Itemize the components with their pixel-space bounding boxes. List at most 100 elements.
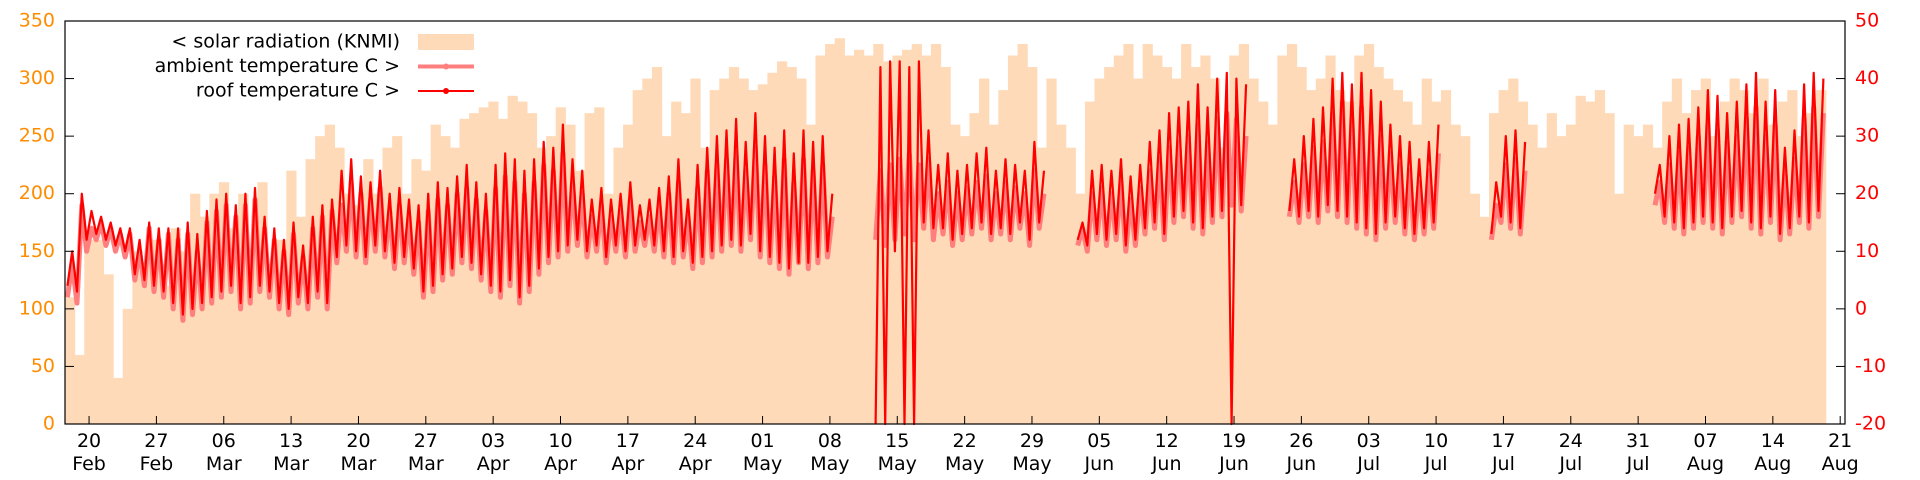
solar-bar	[546, 136, 557, 424]
solar-bar	[1777, 101, 1788, 424]
solar-bar	[74, 354, 85, 424]
legend-label: < solar radiation (KNMI)	[171, 31, 400, 53]
solar-bar	[1719, 101, 1731, 424]
x-tick-label: 31 Jul	[1626, 430, 1651, 475]
solar-bar	[892, 55, 903, 425]
solar-bar	[1498, 90, 1509, 424]
solar-bar	[555, 107, 566, 424]
solar-bar	[728, 67, 740, 425]
solar-bar	[1594, 90, 1606, 424]
solar-bar	[122, 308, 133, 424]
solar-bar	[1046, 78, 1057, 425]
solar-bar	[218, 182, 230, 424]
solar-bar	[141, 262, 153, 424]
legend-swatch	[418, 34, 474, 50]
solar-bar	[757, 84, 768, 424]
solar-bar	[209, 193, 220, 424]
x-tick-label: 17 Jul	[1491, 430, 1516, 475]
solar-bar	[421, 170, 432, 424]
solar-bar	[1642, 124, 1654, 424]
solar-bar	[1027, 67, 1038, 425]
solar-bar	[921, 55, 932, 425]
solar-bar	[247, 251, 259, 424]
solar-bar	[199, 216, 210, 424]
y2-tick-label: 10	[1855, 240, 1879, 262]
legend-label: roof temperature C >	[196, 80, 400, 102]
y2-tick-label: 50	[1855, 10, 1879, 32]
x-tick-label: 22 May	[944, 430, 985, 475]
solar-bar	[709, 90, 720, 424]
solar-bar	[228, 228, 239, 424]
x-tick-label: 27 Mar	[407, 430, 444, 475]
solar-bar	[738, 78, 749, 425]
y-tick-label: 300	[19, 67, 55, 89]
y2-tick-label: 40	[1855, 67, 1879, 89]
x-tick-label: 29 May	[1012, 430, 1052, 475]
solar-bar	[613, 147, 624, 424]
solar-bar	[1758, 78, 1769, 425]
solar-bar	[1421, 78, 1432, 425]
y2-tick-label: 20	[1855, 182, 1879, 204]
solar-bar	[1363, 44, 1375, 425]
solar-bar	[238, 193, 249, 424]
solar-bar	[632, 90, 643, 424]
solar-bar	[65, 297, 76, 424]
solar-bar	[1200, 55, 1211, 425]
x-tick-label: 01 May	[742, 430, 783, 475]
y-tick-label: 100	[19, 297, 55, 319]
solar-bar	[1440, 90, 1452, 424]
solar-bar	[671, 101, 682, 424]
solar-bar	[295, 216, 307, 424]
solar-bar	[411, 159, 422, 424]
solar-bar	[1075, 193, 1086, 424]
solar-bar	[969, 113, 980, 424]
solar-bar	[276, 239, 287, 424]
solar-bar	[1739, 90, 1750, 424]
solar-bar	[1286, 44, 1298, 425]
solar-bar	[401, 193, 412, 424]
y-tick-label: 200	[19, 182, 55, 204]
solar-bar	[1036, 147, 1048, 424]
solar-bar	[1238, 44, 1250, 425]
solar-bar	[844, 55, 855, 425]
solar-bar	[392, 136, 403, 424]
x-tick-label: 19 Jun	[1219, 430, 1249, 475]
solar-bar	[170, 228, 182, 424]
x-tick-label: 10 Jul	[1423, 430, 1449, 475]
solar-bar	[459, 118, 470, 424]
solar-bar	[1527, 124, 1538, 424]
solar-bar	[469, 113, 480, 424]
solar-bar	[1219, 147, 1230, 424]
solar-bar	[353, 205, 364, 424]
solar-bar	[1700, 78, 1711, 425]
solar-bar	[1181, 44, 1192, 425]
solar-bar	[748, 90, 759, 424]
solar-bar	[1710, 136, 1721, 424]
solar-bar	[1633, 136, 1644, 424]
solar-bar	[344, 193, 355, 424]
solar-bar	[151, 239, 162, 424]
solar-bar	[1161, 67, 1173, 425]
y-tick-label: 350	[19, 10, 55, 32]
x-tick-label: 20 Mar	[340, 430, 377, 475]
solar-bar	[1450, 124, 1461, 424]
y-tick-label: 0	[43, 413, 55, 435]
x-tick-label: 14 Aug	[1754, 430, 1792, 475]
legend-label: ambient temperature C >	[155, 55, 400, 77]
solar-bar	[1748, 113, 1760, 424]
solar-bar	[719, 78, 730, 425]
solar-bar	[1171, 78, 1182, 425]
x-tick-label: 20 Feb	[72, 430, 106, 475]
solar-bar	[594, 107, 605, 424]
solar-bar	[1787, 90, 1798, 424]
solar-bar	[574, 170, 586, 424]
legend-marker	[443, 63, 449, 70]
y2-tick-label: -10	[1855, 355, 1886, 377]
solar-bar	[1133, 78, 1144, 425]
solar-bar	[1209, 78, 1221, 425]
solar-bar	[334, 147, 345, 424]
x-tick-label: 24 Jul	[1558, 430, 1583, 475]
y2-tick-label: 30	[1855, 125, 1879, 147]
solar-bar	[1315, 78, 1327, 425]
